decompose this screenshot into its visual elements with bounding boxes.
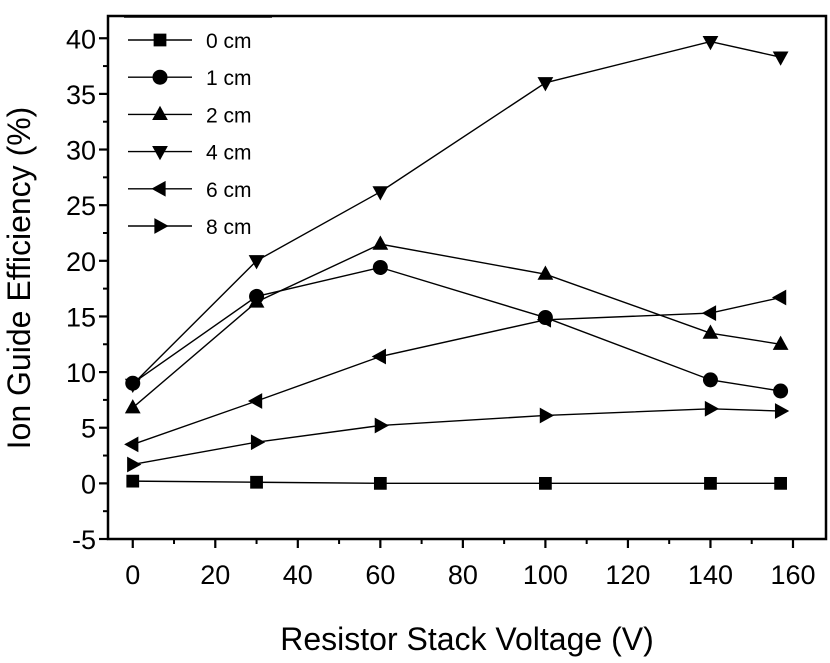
data-point-6-cm xyxy=(124,436,139,453)
data-point-8-cm xyxy=(127,456,142,473)
series-line-8-cm xyxy=(132,408,781,466)
data-point-4-cm xyxy=(372,186,389,201)
x-tick-label: 20 xyxy=(200,560,230,590)
y-axis-title: Ion Guide Efficiency (%) xyxy=(1,107,37,450)
legend-label-0-cm: 0 cm xyxy=(206,30,252,53)
data-point-2-cm xyxy=(537,265,554,280)
data-point-0-cm xyxy=(250,475,263,489)
axis-ticks: 0 20 40 60 80 100 120 140 160 -5 0 5 10 15 20 25 30 35 40 xyxy=(66,24,816,590)
data-point-2-cm xyxy=(702,324,719,339)
data-point-1-cm xyxy=(773,383,789,399)
data-point-6-cm xyxy=(701,305,717,321)
data-point-2-cm xyxy=(772,335,789,350)
data-point-0-cm xyxy=(373,476,387,490)
x-tick-label: 160 xyxy=(770,560,815,590)
data-point-0-cm xyxy=(704,476,717,490)
data-point-8-cm xyxy=(774,403,790,419)
legend-label-1-cm: 1 cm xyxy=(206,67,252,90)
y-tick-label: -5 xyxy=(72,525,96,555)
data-point-1-cm xyxy=(372,259,388,275)
data-point-6-cm xyxy=(536,311,552,328)
legend-label-2-cm: 2 cm xyxy=(206,104,252,127)
y-tick-label: 40 xyxy=(66,24,96,54)
data-point-8-cm xyxy=(539,407,555,424)
x-tick-label: 40 xyxy=(283,560,313,590)
x-tick-label: 80 xyxy=(448,560,478,590)
x-tick-label: 120 xyxy=(605,560,650,590)
data-point-8-cm xyxy=(704,400,720,417)
x-tick-label: 140 xyxy=(688,560,733,590)
data-point-4-cm xyxy=(537,77,554,92)
y-tick-label: 25 xyxy=(66,191,96,221)
y-tick-label: 20 xyxy=(66,247,96,277)
data-point-0-cm xyxy=(539,476,552,490)
plot-frame xyxy=(106,14,828,541)
legend-marker-8-cm xyxy=(154,218,169,234)
y-tick-label: 5 xyxy=(81,414,96,444)
data-point-4-cm xyxy=(248,255,265,270)
legend-marker-6-cm xyxy=(151,180,166,197)
y-tick-label: 0 xyxy=(81,469,96,499)
series-line-2-cm xyxy=(132,243,781,409)
series-group xyxy=(124,35,790,490)
y-tick-label: 15 xyxy=(66,302,96,332)
data-point-2-cm xyxy=(124,399,141,414)
data-point-4-cm xyxy=(702,35,719,51)
data-point-8-cm xyxy=(250,434,266,451)
data-point-1-cm xyxy=(702,372,718,388)
data-point-6-cm xyxy=(247,393,263,409)
legend-marker-4-cm xyxy=(152,145,168,161)
y-tick-label: 35 xyxy=(66,80,96,110)
legend-marker-0-cm xyxy=(153,33,167,47)
y-tick-label: 30 xyxy=(66,136,96,166)
legend-label-6-cm: 6 cm xyxy=(206,179,252,202)
data-point-4-cm xyxy=(124,378,141,393)
data-point-4-cm xyxy=(772,51,789,66)
data-point-0-cm xyxy=(126,474,140,488)
data-point-0-cm xyxy=(774,476,787,490)
series-line-1-cm xyxy=(132,266,781,392)
legend: 0 cm 1 cm 2 cm 4 cm 6 cm 8 cm xyxy=(124,16,272,239)
data-point-8-cm xyxy=(374,417,389,434)
data-point-2-cm xyxy=(248,293,265,308)
x-tick-label: 60 xyxy=(365,560,395,590)
x-tick-label: 100 xyxy=(523,560,568,590)
legend-marker-1-cm xyxy=(152,69,168,85)
series-line-0-cm xyxy=(132,480,781,485)
legend-label-8-cm: 8 cm xyxy=(206,216,252,239)
legend-label-4-cm: 4 cm xyxy=(206,142,252,165)
data-point-2-cm xyxy=(372,235,389,250)
x-tick-label: 0 xyxy=(125,560,140,590)
x-axis-title: Resistor Stack Voltage (V) xyxy=(280,621,653,657)
y-tick-label: 10 xyxy=(66,358,96,388)
series-line-4-cm xyxy=(132,40,781,385)
series-line-6-cm xyxy=(132,296,781,446)
legend-marker-2-cm xyxy=(152,105,168,121)
data-point-6-cm xyxy=(371,348,386,365)
data-point-6-cm xyxy=(771,289,787,306)
